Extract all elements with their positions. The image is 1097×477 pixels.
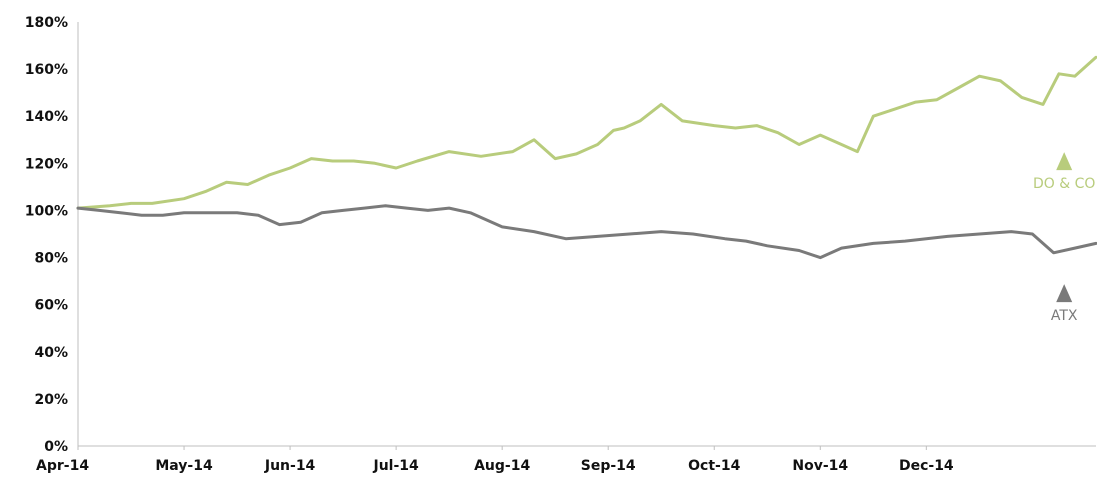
x-tick-labels: Apr-14 May-14 Jun-14 Jul-14 Aug-14 Sep-14 Oct-… bbox=[36, 446, 954, 474]
y-tick-label: 60% bbox=[34, 298, 68, 314]
x-tick-label: Jul-14 bbox=[372, 458, 419, 474]
y-tick-label: 40% bbox=[34, 345, 68, 361]
x-tick-label: Oct-14 bbox=[688, 458, 740, 474]
series-line-1 bbox=[76, 204, 1097, 260]
y-tick-label: 140% bbox=[25, 109, 68, 125]
y-tick-label: 100% bbox=[25, 203, 68, 219]
series-annotations: DO & CO ATX bbox=[1033, 152, 1095, 324]
x-tick-label: Sep-14 bbox=[581, 458, 636, 474]
y-tick-label: 120% bbox=[25, 156, 68, 172]
y-tick-label: 20% bbox=[34, 392, 68, 408]
series-name-label: DO & CO bbox=[1033, 176, 1095, 192]
x-tick-label: Dec-14 bbox=[899, 458, 954, 474]
series-marker-triangle bbox=[1056, 152, 1073, 171]
series-name-label: ATX bbox=[1051, 308, 1078, 324]
x-tick-label: Aug-14 bbox=[474, 458, 530, 474]
y-tick-label: 160% bbox=[25, 62, 68, 78]
x-tick-label: Apr-14 bbox=[36, 458, 89, 474]
axes-group bbox=[77, 22, 1096, 447]
y-tick-label: 180% bbox=[25, 15, 68, 31]
series-lines bbox=[76, 55, 1097, 260]
x-tick-label: May-14 bbox=[155, 458, 213, 474]
y-tick-label: 80% bbox=[34, 251, 68, 267]
series-marker-triangle bbox=[1056, 284, 1073, 303]
y-tick-label: 0% bbox=[44, 439, 68, 455]
x-tick-label: Nov-14 bbox=[792, 458, 848, 474]
series-line-0 bbox=[76, 55, 1097, 210]
y-tick-labels: 0% 20% 40% 60% 80% 100% 120% 140% 160% 180% bbox=[25, 15, 68, 455]
x-tick-label: Jun-14 bbox=[264, 458, 316, 474]
